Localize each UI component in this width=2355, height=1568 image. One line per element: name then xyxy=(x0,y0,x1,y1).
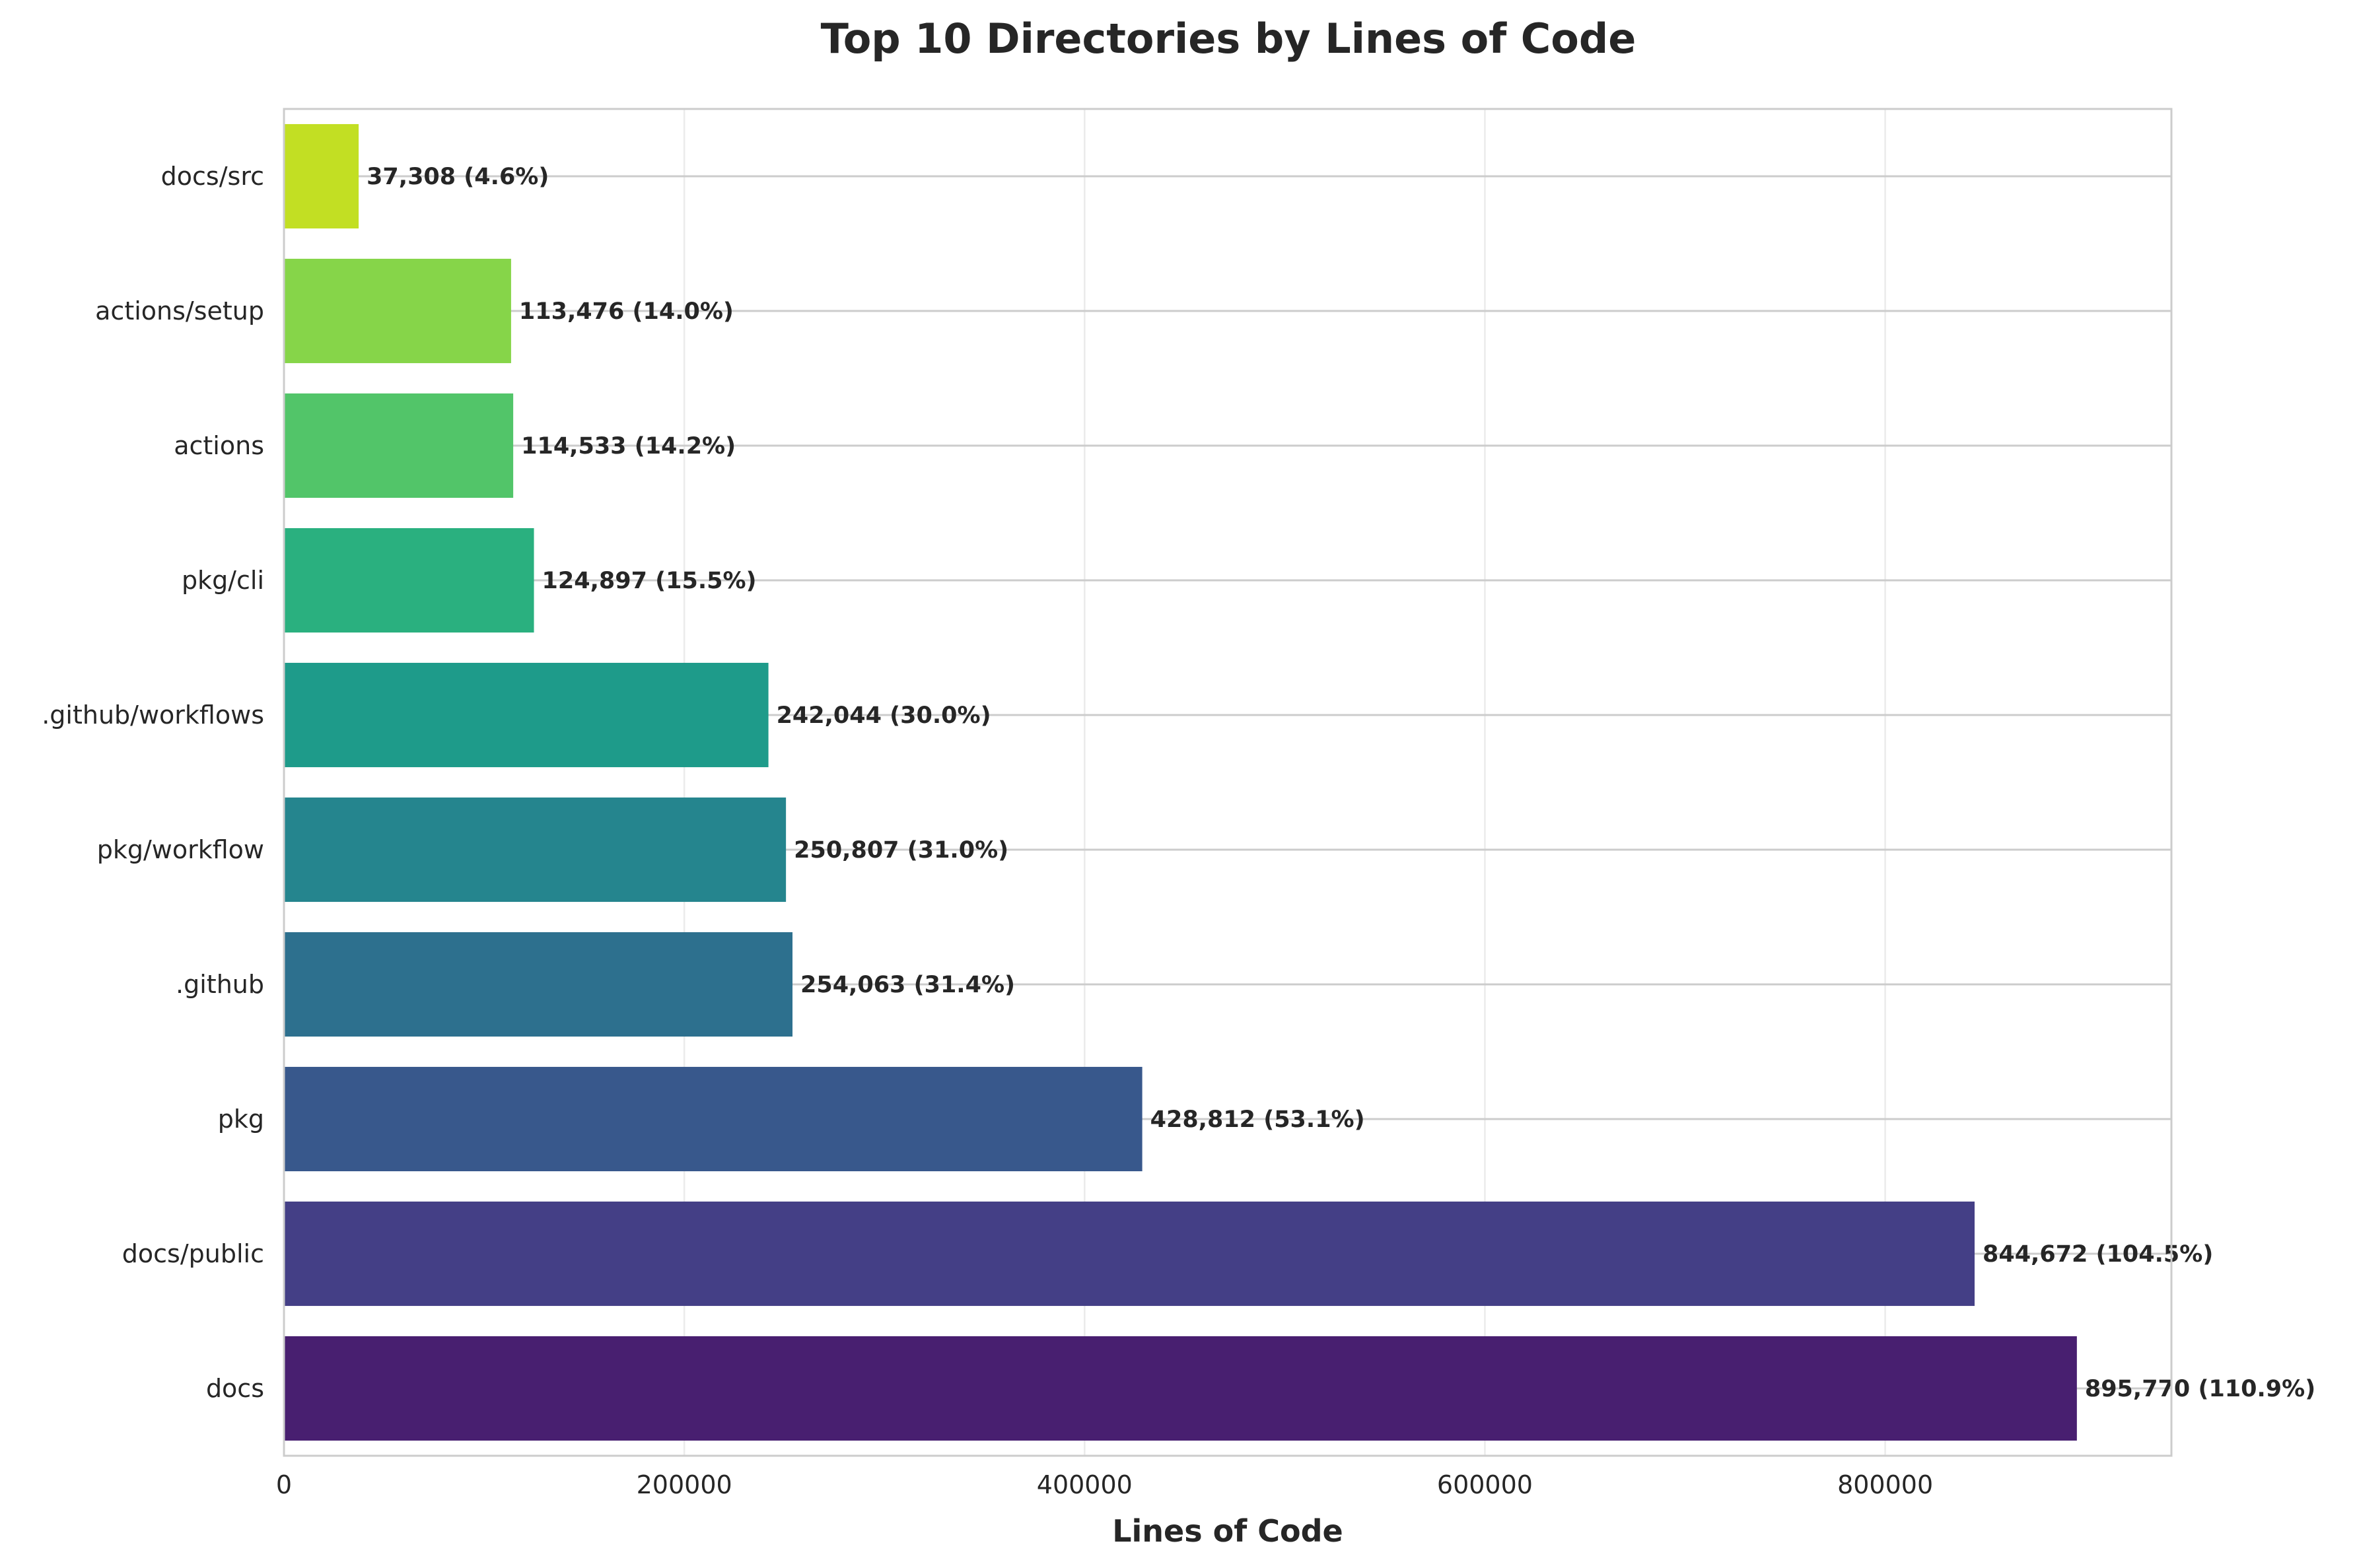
y-tick-label: docs/src xyxy=(161,162,264,191)
y-tick-label: docs/public xyxy=(122,1239,264,1268)
bar-value-label: 844,672 (104.5%) xyxy=(1983,1241,2213,1268)
data-labels: 37,308 (4.6%) 113,476 (14.0%) 114,533 (14.… xyxy=(367,164,2315,1402)
y-tick-label: pkg/workflow xyxy=(97,835,264,864)
x-tick-label: 0 xyxy=(276,1470,292,1499)
x-tick-label: 800000 xyxy=(1837,1470,1933,1499)
y-tick-label: .github/workflows xyxy=(42,700,264,730)
bar xyxy=(284,797,787,903)
x-tick-label: 600000 xyxy=(1437,1470,1533,1499)
bar xyxy=(284,932,793,1037)
bar-value-label: 113,476 (14.0%) xyxy=(519,298,734,325)
bar xyxy=(284,258,511,364)
bar-value-label: 114,533 (14.2%) xyxy=(521,433,736,460)
plot-frame xyxy=(283,108,2173,1457)
x-axis-label: Lines of Code xyxy=(1112,1513,1343,1549)
bar-value-label: 242,044 (30.0%) xyxy=(777,702,991,729)
bar-value-label: 895,770 (110.9%) xyxy=(2085,1376,2315,1402)
bar xyxy=(284,1066,1142,1172)
x-tick-label: 200000 xyxy=(637,1470,732,1499)
bar xyxy=(284,1336,2077,1441)
y-tick-label: actions xyxy=(174,431,264,460)
bar-value-label: 37,308 (4.6%) xyxy=(367,164,549,190)
bar xyxy=(284,1201,1975,1307)
bar-value-label: 250,807 (31.0%) xyxy=(794,837,1008,864)
y-tick-label: docs xyxy=(206,1374,264,1403)
chart-title: Top 10 Directories by Lines of Code xyxy=(821,15,1636,63)
y-tick-label: actions/setup xyxy=(95,296,264,325)
bar xyxy=(284,528,534,633)
bar xyxy=(284,123,359,229)
y-tick-label: pkg/cli xyxy=(182,566,264,595)
x-tick-label: 400000 xyxy=(1037,1470,1133,1499)
x-axis-ticks: 0 200000 400000 600000 800000 xyxy=(276,1470,1933,1499)
bar xyxy=(284,662,769,768)
bar-value-label: 254,063 (31.4%) xyxy=(800,972,1015,998)
y-tick-label: pkg xyxy=(218,1105,264,1134)
bar-value-label: 428,812 (53.1%) xyxy=(1150,1107,1365,1133)
y-axis-ticks: docs/src actions/setup actions pkg/cli .gith… xyxy=(42,162,264,1403)
bars xyxy=(284,123,2077,1441)
bar-value-label: 124,897 (15.5%) xyxy=(542,568,757,594)
y-tick-label: .github xyxy=(176,970,264,999)
bar xyxy=(284,393,514,498)
